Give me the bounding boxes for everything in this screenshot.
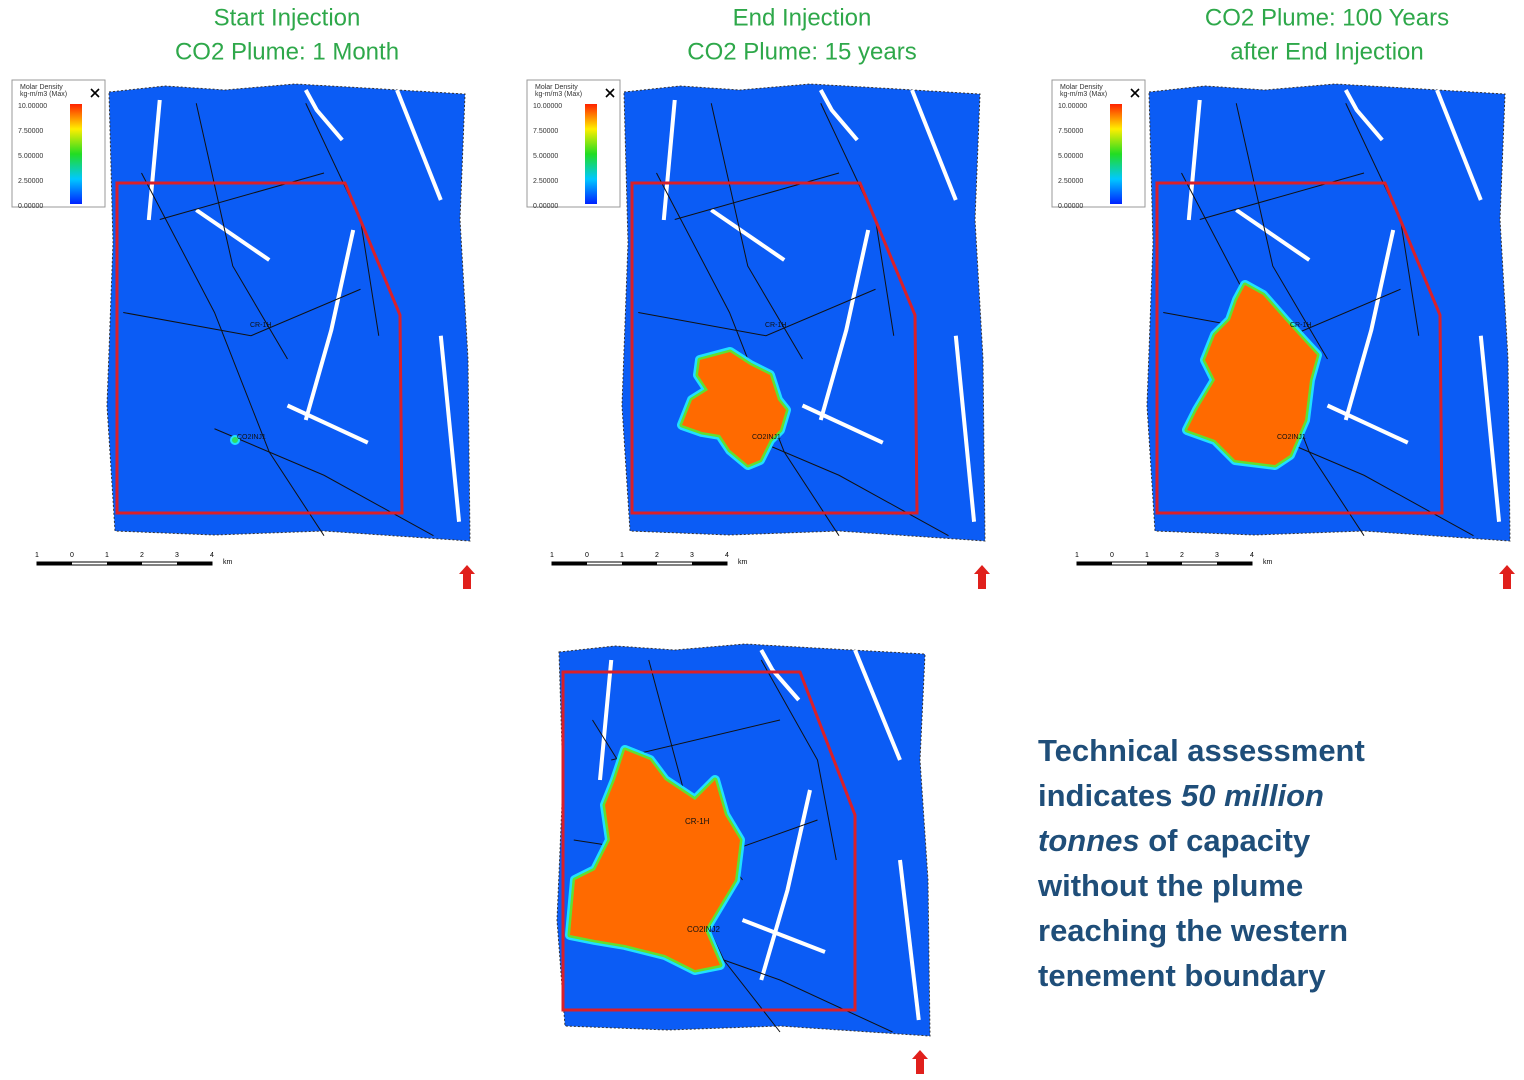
panel-title: CO2 Plume: 15 years — [687, 38, 916, 65]
scale-label: 0 — [70, 552, 74, 559]
scale-segment — [37, 562, 72, 565]
reservoir — [622, 84, 985, 541]
scale-segment — [622, 562, 657, 565]
panel-title: Start Injection — [214, 4, 361, 31]
scale-label: 1 — [105, 552, 109, 559]
scale-label: 3 — [175, 552, 179, 559]
group: 1 0 1 2 3 4 km — [35, 552, 232, 566]
legend-label: 5.00000 — [1058, 153, 1083, 160]
well-label: CO2INJ1 — [237, 434, 266, 441]
well-label: CO2INJ1 — [752, 434, 781, 441]
well-label: CO2INJ2 — [687, 925, 720, 934]
scale-segment — [1147, 562, 1182, 565]
scale-unit: km — [738, 559, 748, 566]
legend-label: 2.50000 — [1058, 178, 1083, 185]
legend-label: 0.00000 — [1058, 203, 1083, 210]
north-arrow — [974, 565, 990, 589]
scale-label: 0 — [585, 552, 589, 559]
reservoir — [107, 84, 470, 541]
legend-label: 7.50000 — [1058, 128, 1083, 135]
group: 1 0 1 2 3 4 km — [1075, 552, 1272, 566]
color-bar — [1110, 104, 1122, 204]
scale-label: 1 — [1075, 552, 1079, 559]
well-label: CR-1H — [685, 817, 710, 826]
scale-label: 1 — [620, 552, 624, 559]
legend-label: 7.50000 — [533, 128, 558, 135]
scale-unit: km — [1263, 559, 1273, 566]
group: CO2 Plume: 100 Years after End Injection C… — [1052, 4, 1515, 589]
legend-label: 5.00000 — [533, 153, 558, 160]
scale-label: 4 — [725, 552, 729, 559]
legend-title: Molar Density — [535, 84, 578, 91]
legend-label: 0.00000 — [533, 203, 558, 210]
legend-title: kg-m/m3 (Max) — [20, 91, 67, 98]
legend-box — [12, 80, 105, 207]
legend-title: kg-m/m3 (Max) — [535, 91, 582, 98]
scale-label: 4 — [1250, 552, 1254, 559]
north-arrow — [1499, 565, 1515, 589]
scale-label: 1 — [1145, 552, 1149, 559]
well-label: CR-1H — [765, 322, 786, 329]
panel-title: End Injection — [733, 4, 872, 31]
legend-label: 10.00000 — [18, 103, 47, 110]
legend-title: Molar Density — [20, 84, 63, 91]
panel-title: after End Injection — [1230, 38, 1423, 65]
well-label: CR-1H — [250, 322, 271, 329]
group: Molar Densitykg-m/m3 (Max) 10.00000 7.5000… — [12, 80, 105, 210]
group: 1 0 1 2 3 4 km — [550, 552, 747, 566]
legend-title: kg-m/m3 (Max) — [1060, 91, 1107, 98]
legend-label: 5.00000 — [18, 153, 43, 160]
legend-label: 10.00000 — [1058, 103, 1087, 110]
scale-label: 0 — [1110, 552, 1114, 559]
legend-label: 10.00000 — [533, 103, 562, 110]
legend-label: 2.50000 — [18, 178, 43, 185]
group: End Injection CO2 Plume: 15 years CR-1H CO2… — [527, 4, 990, 589]
north-arrow — [459, 565, 475, 589]
well-label: CO2INJ1 — [1277, 434, 1306, 441]
color-bar — [585, 104, 597, 204]
group: CR-1H CO2INJ1 — [1147, 84, 1510, 541]
scale-label: 3 — [690, 552, 694, 559]
scale-segment — [692, 562, 727, 565]
scale-label: 2 — [655, 552, 659, 559]
north-arrow — [912, 1050, 928, 1074]
scale-segment — [1217, 562, 1252, 565]
scale-segment — [552, 562, 587, 565]
reservoir — [1147, 84, 1510, 541]
group: CR-1H CO2INJ1 — [622, 84, 985, 541]
legend-label: 0.00000 — [18, 203, 43, 210]
page: Start InjectionCO2 Plume: 1 MonthCR-1HCO… — [0, 0, 1524, 1075]
scale-label: 1 — [35, 552, 39, 559]
group: Molar Densitykg-m/m3 (Max) 10.00000 7.5000… — [527, 80, 620, 210]
scale-segment — [107, 562, 142, 565]
scale-label: 4 — [210, 552, 214, 559]
scale-segment — [1077, 562, 1112, 565]
color-bar — [70, 104, 82, 204]
legend-label: 7.50000 — [18, 128, 43, 135]
group: Start Injection CO2 Plume: 1 Month CR-1H CO… — [12, 4, 475, 589]
legend-box — [527, 80, 620, 207]
group: CR-1H CO2INJ1 — [107, 84, 470, 541]
note: Technical assessment indicates 50 millio… — [1038, 728, 1418, 998]
legend-box — [1052, 80, 1145, 207]
panel-title: CO2 Plume: 100 Years — [1205, 4, 1449, 31]
well-label: CR-1H — [1290, 322, 1311, 329]
group: CR-1H CO2INJ2 — [557, 644, 930, 1036]
legend-title: Molar Density — [1060, 84, 1103, 91]
legend-label: 2.50000 — [533, 178, 558, 185]
scale-label: 2 — [1180, 552, 1184, 559]
scale-label: 2 — [140, 552, 144, 559]
scale-segment — [177, 562, 212, 565]
scale-label: 3 — [1215, 552, 1219, 559]
panel-title: CO2 Plume: 1 Month — [175, 38, 399, 65]
scale-label: 1 — [550, 552, 554, 559]
scale-unit: km — [223, 559, 233, 566]
